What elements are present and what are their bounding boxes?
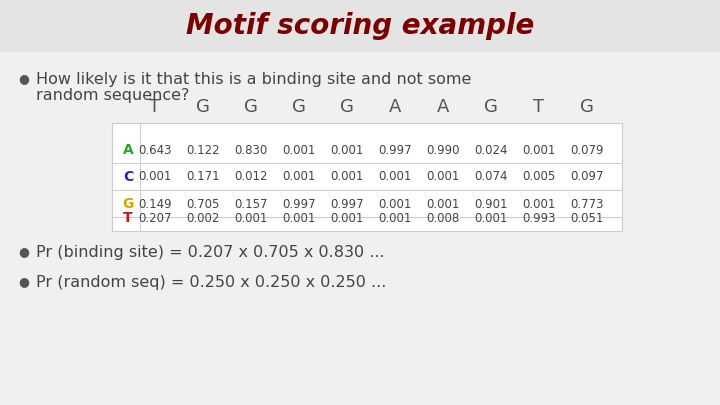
Text: G: G (196, 98, 210, 116)
Text: C: C (123, 170, 133, 184)
Text: 0.705: 0.705 (186, 198, 220, 211)
Text: T: T (150, 98, 161, 116)
Text: random sequence?: random sequence? (36, 88, 189, 103)
Text: 0.997: 0.997 (378, 143, 412, 156)
Text: 0.001: 0.001 (138, 171, 171, 183)
Text: G: G (244, 98, 258, 116)
Text: ●: ● (18, 275, 29, 288)
Text: 0.001: 0.001 (474, 211, 508, 224)
Text: 0.171: 0.171 (186, 171, 220, 183)
Text: 0.993: 0.993 (522, 211, 556, 224)
Text: 0.997: 0.997 (330, 198, 364, 211)
Text: G: G (292, 98, 306, 116)
Text: 0.024: 0.024 (474, 143, 508, 156)
Text: 0.001: 0.001 (522, 143, 556, 156)
Text: Pr (random seq) = 0.250 x 0.250 x 0.250 ...: Pr (random seq) = 0.250 x 0.250 x 0.250 … (36, 275, 387, 290)
Text: 0.149: 0.149 (138, 198, 172, 211)
Text: 0.901: 0.901 (474, 198, 508, 211)
Text: How likely is it that this is a binding site and not some: How likely is it that this is a binding … (36, 72, 472, 87)
Text: 0.001: 0.001 (282, 211, 315, 224)
Text: Pr (binding site) = 0.207 x 0.705 x 0.830 ...: Pr (binding site) = 0.207 x 0.705 x 0.83… (36, 245, 384, 260)
Text: 0.001: 0.001 (426, 171, 459, 183)
Text: A: A (437, 98, 449, 116)
Text: 0.001: 0.001 (426, 198, 459, 211)
FancyBboxPatch shape (112, 123, 622, 231)
Text: 0.990: 0.990 (426, 143, 460, 156)
Text: 0.002: 0.002 (186, 211, 220, 224)
Text: 0.122: 0.122 (186, 143, 220, 156)
Text: 0.773: 0.773 (570, 198, 604, 211)
Text: ●: ● (18, 72, 29, 85)
Text: 0.207: 0.207 (138, 211, 172, 224)
Text: 0.079: 0.079 (570, 143, 604, 156)
Text: 0.001: 0.001 (378, 211, 412, 224)
Text: A: A (122, 143, 133, 157)
Text: T: T (123, 211, 132, 225)
Text: 0.074: 0.074 (474, 171, 508, 183)
Text: 0.097: 0.097 (570, 171, 604, 183)
Text: 0.008: 0.008 (426, 211, 459, 224)
Text: 0.001: 0.001 (282, 171, 315, 183)
Text: 0.001: 0.001 (330, 171, 364, 183)
Text: A: A (389, 98, 401, 116)
Text: 0.643: 0.643 (138, 143, 172, 156)
Text: 0.830: 0.830 (235, 143, 268, 156)
Text: 0.001: 0.001 (378, 198, 412, 211)
Text: ●: ● (18, 245, 29, 258)
Text: 0.997: 0.997 (282, 198, 316, 211)
Text: G: G (484, 98, 498, 116)
Text: 0.001: 0.001 (378, 171, 412, 183)
Text: 0.005: 0.005 (523, 171, 556, 183)
Text: 0.001: 0.001 (282, 143, 315, 156)
Text: Motif scoring example: Motif scoring example (186, 12, 534, 40)
Text: 0.001: 0.001 (522, 198, 556, 211)
Text: 0.001: 0.001 (234, 211, 268, 224)
Text: 0.001: 0.001 (330, 211, 364, 224)
Text: 0.012: 0.012 (234, 171, 268, 183)
FancyBboxPatch shape (0, 0, 720, 52)
Text: 0.157: 0.157 (234, 198, 268, 211)
Text: 0.051: 0.051 (570, 211, 603, 224)
Text: T: T (534, 98, 544, 116)
Text: G: G (122, 197, 134, 211)
Text: G: G (580, 98, 594, 116)
Text: G: G (340, 98, 354, 116)
Text: 0.001: 0.001 (330, 143, 364, 156)
